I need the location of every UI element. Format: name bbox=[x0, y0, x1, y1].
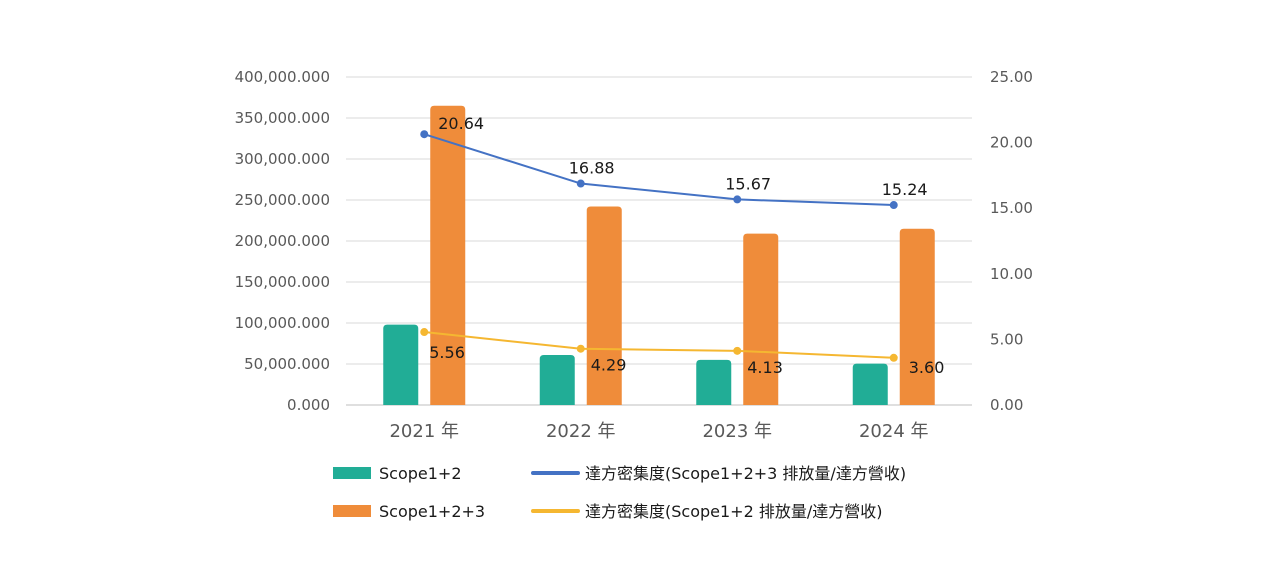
data-label-scope12: 4.13 bbox=[747, 358, 783, 377]
y-right-tick-label: 15.00 bbox=[990, 199, 1033, 217]
x-category-label: 2023 年 bbox=[702, 421, 772, 442]
bar-scope123 bbox=[586, 206, 622, 405]
legend-scope123-label: Scope1+2+3 bbox=[379, 502, 485, 521]
bar-scope12 bbox=[383, 324, 419, 405]
data-label-scope12: 5.56 bbox=[429, 343, 465, 362]
line-intensity-scope123 bbox=[423, 133, 894, 207]
x-category-label: 2022 年 bbox=[546, 421, 616, 442]
data-label-scope12: 3.60 bbox=[909, 358, 945, 377]
point-intensity-scope12 bbox=[576, 344, 585, 353]
y-left-tick-label: 400,000.000 bbox=[235, 68, 330, 86]
x-category-label: 2021 年 bbox=[389, 421, 459, 442]
legend-intensity-scope123-label: 達方密集度(Scope1+2+3 排放量/達方營收) bbox=[585, 464, 906, 483]
bars bbox=[383, 105, 935, 405]
legend-intensity-scope12-label: 達方密集度(Scope1+2 排放量/達方營收) bbox=[585, 502, 882, 521]
y-right-tick-label: 0.00 bbox=[990, 396, 1023, 414]
y-right-tick-label: 25.00 bbox=[990, 68, 1033, 86]
data-label-scope123: 15.24 bbox=[882, 180, 928, 199]
bar-scope123 bbox=[899, 228, 935, 405]
data-label-scope123: 15.67 bbox=[725, 174, 771, 193]
bar-scope12 bbox=[696, 359, 732, 405]
bar-scope12 bbox=[852, 363, 888, 405]
y-right-tick-label: 5.00 bbox=[990, 330, 1023, 348]
y-left-tick-label: 0.000 bbox=[287, 396, 330, 414]
data-label-scope12: 4.29 bbox=[591, 356, 627, 375]
y-left-tick-label: 100,000.000 bbox=[235, 314, 330, 332]
point-intensity-scope12 bbox=[733, 346, 742, 355]
bar-scope12 bbox=[539, 354, 575, 405]
data-labels: 20.64 16.88 15.67 15.24 5.56 4.29 4.13 3.60 bbox=[429, 114, 944, 377]
y-left-tick-label: 150,000.000 bbox=[235, 273, 330, 291]
y-left-tick-label: 250,000.000 bbox=[235, 191, 330, 209]
point-intensity-scope123 bbox=[576, 179, 585, 188]
y-left-tick-label: 200,000.000 bbox=[235, 232, 330, 250]
bar-scope123 bbox=[430, 105, 466, 405]
legend-scope123-swatch bbox=[333, 505, 371, 517]
line-intensity-scope12 bbox=[424, 331, 894, 359]
y-left-tick-label: 50,000.000 bbox=[244, 355, 330, 373]
legend-scope12-label: Scope1+2 bbox=[379, 464, 462, 483]
legend-scope12-swatch bbox=[333, 467, 371, 479]
point-intensity-scope123 bbox=[733, 195, 742, 204]
axes: 0.000 50,000.000 100,000.000 150,000.000 200… bbox=[235, 68, 1033, 442]
y-left-tick-label: 300,000.000 bbox=[235, 150, 330, 168]
bar-scope123 bbox=[743, 233, 779, 405]
data-label-scope123: 20.64 bbox=[438, 114, 484, 133]
data-label-scope123: 16.88 bbox=[569, 159, 615, 178]
point-intensity-scope12 bbox=[420, 328, 429, 337]
y-left-tick-label: 350,000.000 bbox=[235, 109, 330, 127]
y-right-tick-label: 10.00 bbox=[990, 265, 1033, 283]
x-category-label: 2024 年 bbox=[859, 421, 929, 442]
legend: Scope1+2 Scope1+2+3 達方密集度(Scope1+2+3 排放量/達… bbox=[333, 464, 906, 521]
point-intensity-scope123 bbox=[889, 201, 898, 210]
y-right-tick-label: 20.00 bbox=[990, 134, 1033, 152]
point-intensity-scope12 bbox=[889, 353, 898, 362]
lines bbox=[420, 130, 898, 362]
point-intensity-scope123 bbox=[420, 130, 429, 139]
